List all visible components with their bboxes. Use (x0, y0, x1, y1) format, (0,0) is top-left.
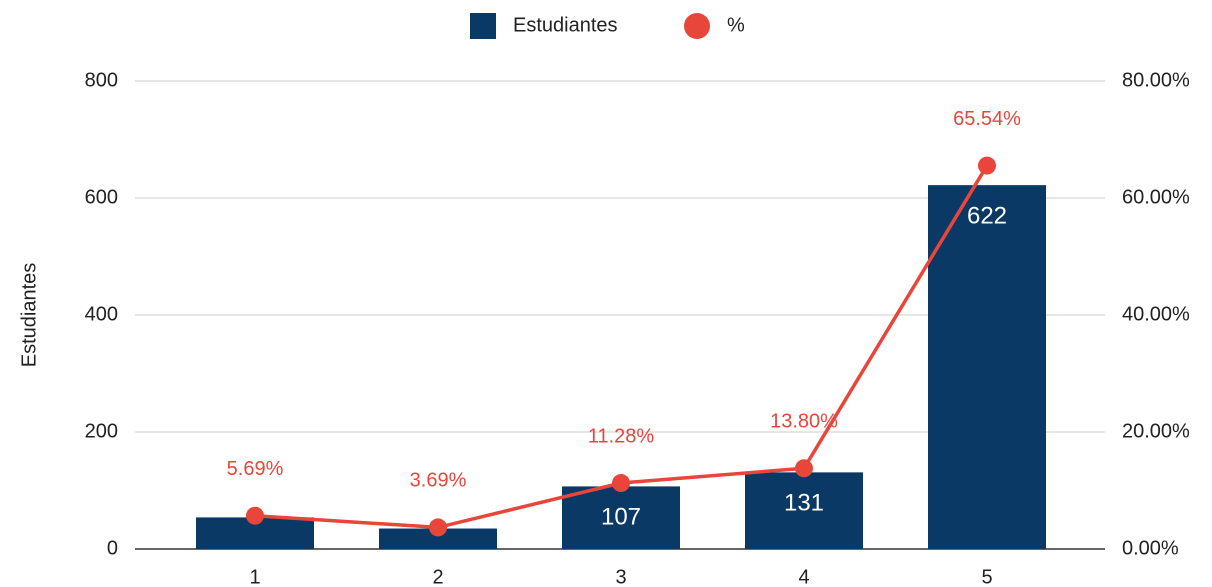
y-axis-title: Estudiantes (18, 263, 40, 368)
line-value-label: 3.69% (410, 470, 467, 492)
bar (379, 528, 497, 549)
bar-value-label: 107 (601, 504, 641, 531)
bar-value-label: 131 (784, 490, 824, 517)
line-value-label: 11.28% (588, 425, 655, 447)
line-point (795, 459, 813, 478)
y-tick-label: 200 (85, 420, 118, 442)
x-tick-label: 4 (798, 566, 809, 587)
bar (745, 472, 863, 549)
line-point (978, 156, 996, 175)
line-point (612, 474, 630, 493)
legend-swatch (684, 13, 710, 39)
y-tick-label: 0 (107, 537, 118, 559)
line-value-label: 13.80% (770, 411, 838, 433)
legend-label: Estudiantes (513, 14, 618, 36)
y2-tick-label: 40.00% (1122, 303, 1190, 325)
line-value-label: 65.54% (953, 108, 1021, 130)
x-tick-label: 3 (615, 566, 626, 587)
line-value-label: 5.69% (227, 458, 284, 480)
y2-tick-label: 60.00% (1122, 186, 1190, 208)
line-point (246, 506, 264, 525)
y-tick-label: 400 (85, 303, 118, 325)
x-tick-label: 5 (981, 566, 992, 587)
x-tick-label: 2 (432, 566, 443, 587)
y2-tick-label: 80.00% (1122, 69, 1190, 91)
x-tick-label: 1 (249, 566, 260, 587)
line (254, 164, 989, 530)
line-point (429, 518, 447, 537)
y-tick-label: 600 (85, 186, 118, 208)
legend-label: % (727, 14, 745, 36)
legend-swatch (470, 13, 496, 39)
y2-tick-label: 0.00% (1122, 537, 1179, 559)
bar-value-label: 622 (967, 202, 1007, 229)
y2-tick-label: 20.00% (1122, 420, 1190, 442)
y-tick-label: 800 (85, 69, 118, 91)
bar (928, 185, 1046, 549)
bar (562, 486, 680, 549)
